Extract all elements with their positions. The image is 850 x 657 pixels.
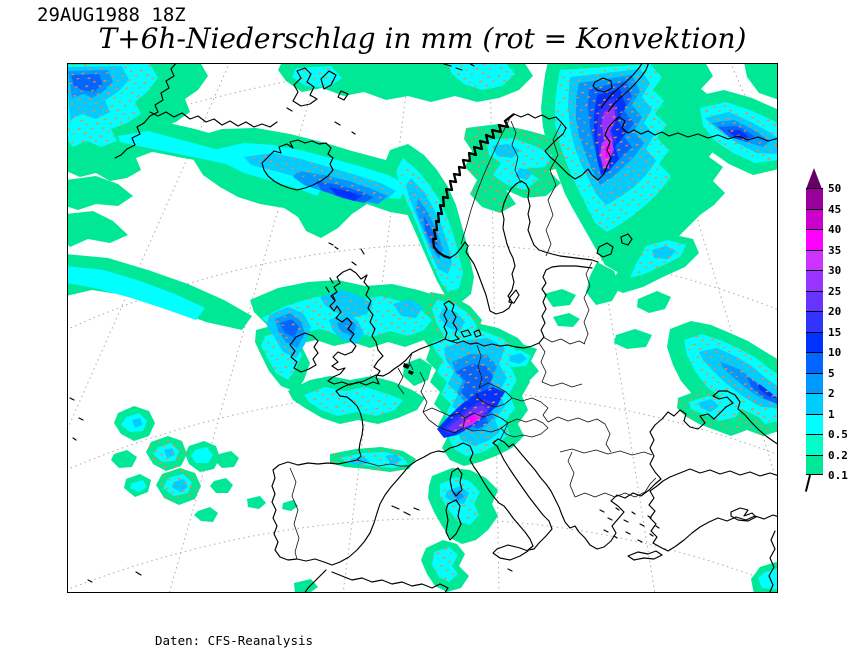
med-islands-coast bbox=[391, 467, 757, 572]
model-run-datetime: 29AUG1988 18Z bbox=[37, 4, 186, 26]
scale-tail-line bbox=[804, 474, 811, 492]
country-borders bbox=[289, 117, 657, 560]
aegean-islands bbox=[599, 507, 660, 543]
scandinavia-baltic-coast bbox=[444, 180, 599, 349]
turkey-levant-coast bbox=[648, 490, 778, 593]
lakes-outline bbox=[596, 233, 633, 258]
blacksea-coast bbox=[649, 390, 778, 492]
ireland-coast bbox=[289, 332, 319, 373]
scale-colorbar bbox=[806, 188, 823, 475]
coastlines bbox=[69, 63, 778, 593]
kola-whitesea-coast bbox=[513, 113, 778, 181]
precipitation-shading bbox=[67, 63, 778, 593]
novaya-zemlya-coast bbox=[592, 63, 650, 113]
africa-coast bbox=[303, 569, 449, 593]
zeeland-delta-mark bbox=[403, 363, 414, 375]
credits-block: Daten: CFS-Reanalysis (C) Wetterzentrale… bbox=[155, 602, 313, 657]
iceland-coast bbox=[261, 139, 334, 191]
scale-arrow-icon bbox=[806, 168, 822, 189]
scale-tick-labels: 50 45 40 35 30 25 20 15 10 5 2 1 0.5 0.2 0.1 bbox=[828, 182, 848, 482]
svalbard-coast bbox=[286, 63, 475, 135]
uk-coast bbox=[325, 242, 384, 386]
greenland-coast bbox=[114, 63, 341, 159]
precip-scale: 50 45 40 35 30 25 20 15 10 5 2 1 0.5 0.2 0.1 bbox=[804, 168, 850, 498]
chart-title: T+6h-Niederschlag in mm (rot = Konvektio… bbox=[98, 22, 747, 55]
map-canvas bbox=[66, 62, 779, 594]
credits-source: Daten: CFS-Reanalysis bbox=[155, 633, 314, 648]
italy-balkans-coast bbox=[469, 438, 662, 551]
denmark-coast bbox=[443, 289, 520, 342]
norway-coast bbox=[431, 113, 515, 260]
atlantic-islands bbox=[69, 397, 142, 583]
